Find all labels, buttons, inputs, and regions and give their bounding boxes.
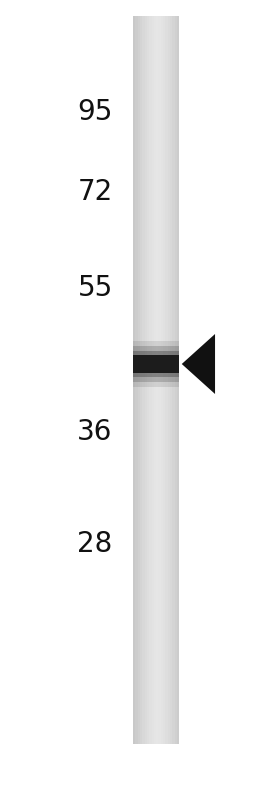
Polygon shape — [182, 334, 215, 394]
Bar — [177, 16, 179, 744]
Bar — [161, 16, 163, 744]
Bar — [156, 16, 158, 744]
Text: 55: 55 — [77, 274, 113, 302]
Bar — [138, 16, 140, 744]
Bar — [145, 16, 147, 744]
Bar — [147, 16, 149, 744]
Text: 72: 72 — [77, 178, 113, 206]
Bar — [152, 16, 154, 744]
Bar — [168, 16, 170, 744]
Bar — [158, 16, 161, 744]
Bar — [133, 16, 135, 744]
Bar — [163, 16, 165, 744]
Text: 95: 95 — [77, 98, 113, 126]
Bar — [175, 16, 177, 744]
Bar — [133, 355, 179, 373]
Bar — [133, 16, 179, 744]
Bar — [133, 341, 179, 387]
Bar — [133, 346, 179, 382]
Bar — [142, 16, 145, 744]
Bar — [172, 16, 175, 744]
Text: 28: 28 — [77, 530, 113, 558]
Bar — [149, 16, 152, 744]
Bar — [140, 16, 142, 744]
Bar — [165, 16, 168, 744]
Bar — [154, 16, 156, 744]
Bar — [170, 16, 172, 744]
Bar — [135, 16, 138, 744]
Text: 36: 36 — [77, 418, 113, 446]
Bar — [133, 351, 179, 377]
